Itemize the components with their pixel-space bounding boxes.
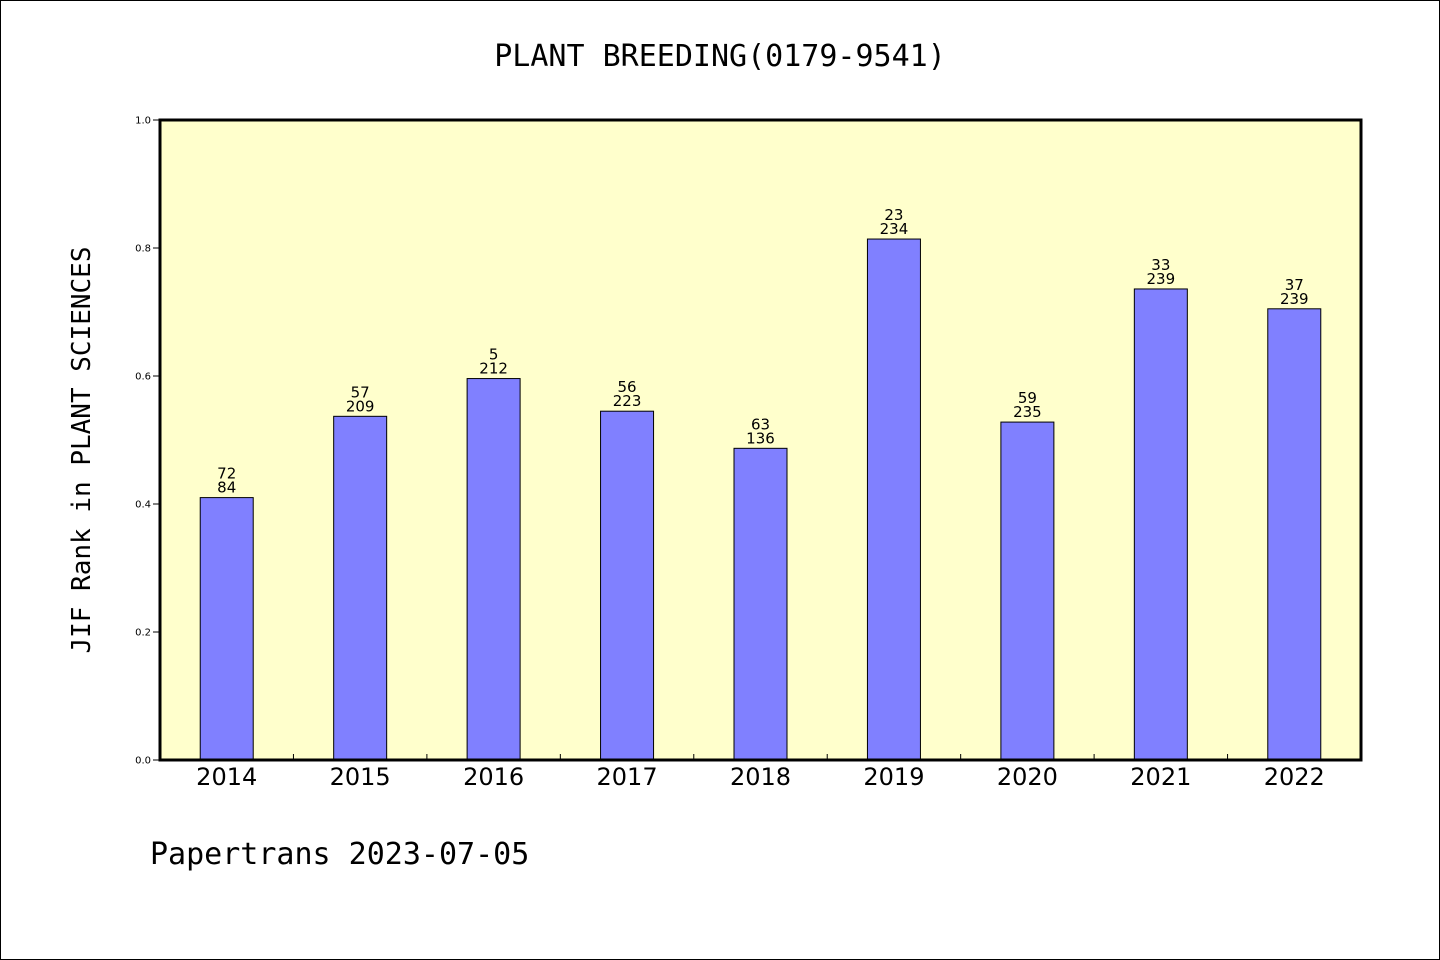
bar-2016: [466, 378, 521, 761]
bar-label-bottom: 223: [613, 392, 642, 410]
x-tick-label: 2016: [463, 763, 524, 791]
bar-label-bottom: 212: [479, 360, 508, 378]
bar-label-top: 57: [351, 383, 370, 401]
bar-label-bottom: 239: [1280, 290, 1309, 308]
bar-2017: [600, 410, 655, 761]
bar-label-bottom: 239: [1147, 270, 1176, 288]
x-axis: 2014 2015 2016 2017 2018 2019 2020 2021 2022: [196, 754, 1325, 791]
bar-2015: [333, 415, 388, 761]
chart-title: PLANT BREEDING(0179-9541): [494, 39, 946, 74]
bar-2022: [1267, 308, 1322, 761]
x-tick-label: 2021: [1130, 763, 1191, 791]
y-tick-label: 0.2: [135, 628, 151, 639]
footer-credit: Papertrans 2023-07-05: [150, 837, 529, 872]
bar-label-bottom: 209: [346, 397, 375, 415]
x-tick-label: 2019: [863, 763, 924, 791]
y-axis-label: JIF Rank in PLANT SCIENCES: [67, 247, 97, 654]
bar-label-top: 59: [1018, 389, 1037, 407]
bar-label-bottom: 84: [217, 479, 236, 497]
bar-2018: [733, 447, 788, 761]
x-tick-label: 2018: [730, 763, 791, 791]
bar-label-top: 33: [1151, 256, 1170, 274]
y-tick-label: 0.0: [135, 756, 151, 767]
bar-label-top: 5: [489, 346, 499, 364]
plot-border: [158, 118, 1363, 762]
y-axis: 0.0 0.2 0.4 0.6 0.8 1.0: [135, 116, 160, 767]
bar-2014: [199, 497, 254, 761]
x-tick-label: 2015: [330, 763, 391, 791]
bar-2020: [1000, 421, 1055, 761]
bar-2019: [866, 238, 921, 761]
bar-label-top: 63: [751, 415, 770, 433]
y-tick-label: 0.6: [135, 372, 151, 383]
x-tick-label: 2022: [1264, 763, 1325, 791]
y-tick-label: 0.8: [135, 244, 151, 255]
bar-label-top: 72: [217, 465, 236, 483]
bar-label-bottom: 234: [880, 220, 909, 238]
bar-label-bottom: 136: [746, 429, 775, 447]
bar-label-top: 23: [884, 206, 903, 224]
bar-label-bottom: 235: [1013, 403, 1042, 421]
y-tick-label: 1.0: [135, 116, 151, 127]
bar-label-top: 56: [618, 378, 637, 396]
x-tick-label: 2020: [997, 763, 1058, 791]
bar-2021: [1133, 288, 1188, 761]
bar-label-top: 37: [1285, 276, 1304, 294]
x-tick-label: 2017: [597, 763, 658, 791]
x-tick-label: 2014: [196, 763, 257, 791]
y-tick-label: 0.4: [135, 500, 151, 511]
